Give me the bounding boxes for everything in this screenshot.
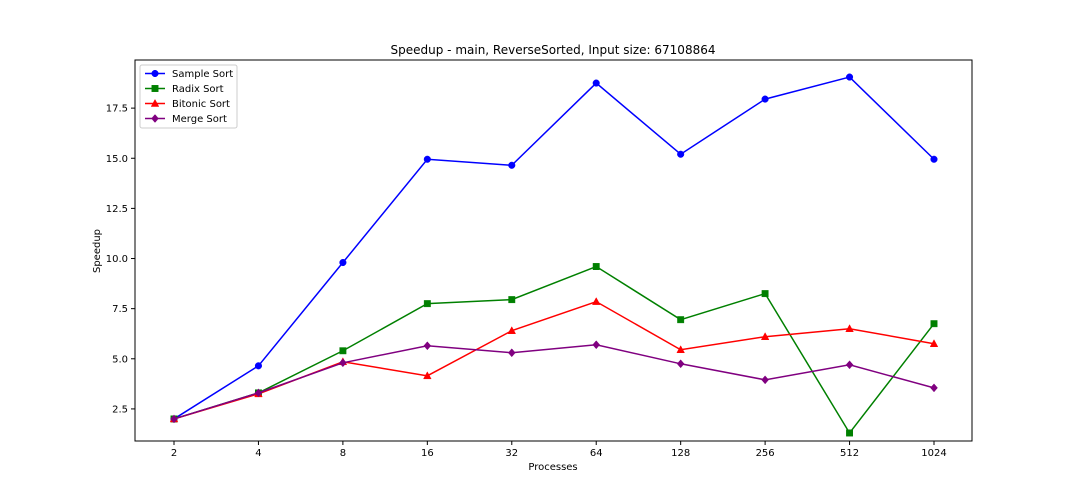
data-point-sample-sort: [930, 155, 938, 163]
y-tick-label: 7.5: [112, 304, 128, 315]
legend-marker: [151, 114, 159, 123]
y-axis-label: Speedup: [92, 229, 103, 273]
data-point-radix-sort: [930, 320, 938, 328]
x-tick-label: 4: [255, 448, 261, 459]
series-merge-sort: [170, 340, 938, 424]
data-point-radix-sort: [339, 347, 347, 355]
x-axis-label: Processes: [528, 462, 577, 473]
x-axis: 2 4 8 16 32 64 128 256 512 1024: [171, 441, 947, 459]
data-point-sample-sort: [508, 161, 516, 169]
x-tick-label: 128: [671, 448, 690, 459]
legend-marker: [151, 85, 159, 92]
legend-item-sample-sort: Sample Sort: [145, 69, 233, 80]
y-tick-label: 12.5: [106, 204, 128, 215]
data-point-radix-sort: [423, 300, 431, 308]
y-axis: 2.5 5.0 7.5 10.0 12.5 15.0 17.5: [106, 104, 135, 415]
x-tick-label: 16: [421, 448, 434, 459]
legend-label: Merge Sort: [172, 114, 227, 125]
data-point-sample-sort: [339, 258, 347, 267]
data-point-sample-sort: [592, 79, 600, 87]
data-point-merge-sort: [845, 360, 854, 370]
data-point-merge-sort: [761, 375, 769, 385]
data-point-sample-sort: [846, 73, 854, 81]
data-point-bitonic-sort: [507, 326, 516, 334]
chart-title: Speedup - main, ReverseSorted, Input siz…: [391, 43, 716, 57]
legend-box: [139, 64, 238, 129]
y-tick-label: 17.5: [106, 104, 128, 115]
data-point-bitonic-sort: [929, 339, 939, 347]
data-point-merge-sort: [676, 359, 685, 369]
legend-label: Radix Sort: [172, 84, 224, 95]
legend-item-radix-sort: Radix Sort: [145, 84, 224, 95]
data-point-merge-sort: [423, 341, 432, 351]
y-tick-label: 10.0: [106, 254, 128, 265]
x-tick-label: 1024: [921, 448, 946, 459]
data-point-merge-sort: [507, 348, 516, 358]
data-point-merge-sort: [170, 414, 178, 424]
data-point-bitonic-sort: [423, 371, 432, 380]
series-layer: [169, 73, 939, 437]
data-point-sample-sort: [761, 95, 769, 103]
data-point-radix-sort: [761, 290, 769, 298]
data-point-radix-sort: [677, 316, 685, 324]
legend: Sample Sort Radix Sort Bitonic Sort Merge S…: [139, 64, 238, 129]
data-point-merge-sort: [254, 388, 263, 398]
x-tick-label: 256: [756, 448, 775, 459]
data-point-sample-sort: [677, 150, 685, 158]
legend-marker: [151, 69, 159, 78]
x-tick-label: 32: [505, 448, 518, 459]
data-point-bitonic-sort: [676, 345, 685, 354]
data-point-merge-sort: [339, 358, 347, 368]
y-tick-label: 2.5: [112, 404, 128, 415]
y-tick-label: 15.0: [106, 154, 128, 165]
data-point-merge-sort: [930, 383, 938, 393]
x-tick-label: 2: [171, 448, 177, 459]
data-point-bitonic-sort: [845, 324, 854, 332]
data-point-sample-sort: [423, 155, 431, 163]
y-tick-label: 5.0: [112, 354, 128, 365]
data-point-bitonic-sort: [592, 297, 601, 305]
data-point-bitonic-sort: [760, 332, 770, 340]
legend-label: Bitonic Sort: [172, 99, 230, 110]
series-line-sample-sort: [173, 76, 935, 420]
legend-item-bitonic-sort: Bitonic Sort: [145, 98, 230, 110]
series-line-radix-sort: [173, 265, 935, 435]
series-line-merge-sort: [173, 343, 935, 420]
data-point-radix-sort: [508, 296, 516, 304]
data-point-radix-sort: [592, 263, 600, 270]
plot-area: [134, 59, 973, 442]
x-tick-label: 8: [340, 448, 346, 459]
legend-label: Sample Sort: [172, 69, 233, 80]
legend-item-merge-sort: Merge Sort: [145, 114, 227, 125]
x-tick-label: 64: [590, 448, 603, 459]
data-point-radix-sort: [846, 429, 854, 437]
legend-marker: [150, 98, 160, 107]
data-point-merge-sort: [592, 340, 601, 350]
series-sample-sort: [170, 73, 938, 423]
x-tick-label: 512: [840, 448, 859, 459]
data-point-sample-sort: [254, 362, 262, 370]
